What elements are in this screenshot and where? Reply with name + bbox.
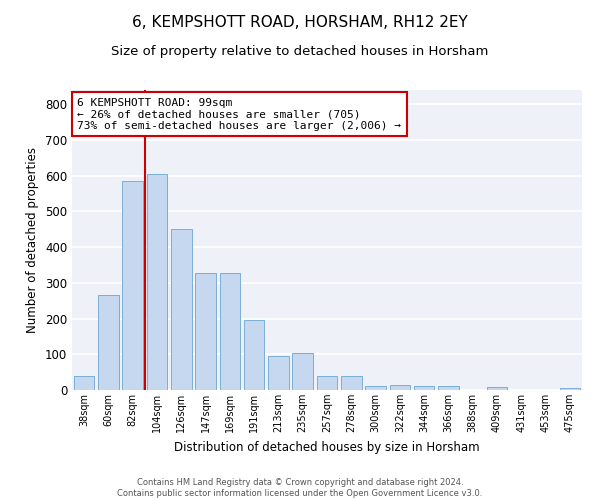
Text: Size of property relative to detached houses in Horsham: Size of property relative to detached ho… xyxy=(112,45,488,58)
Bar xyxy=(220,273,240,390)
Text: 6, KEMPSHOTT ROAD, HORSHAM, RH12 2EY: 6, KEMPSHOTT ROAD, HORSHAM, RH12 2EY xyxy=(132,15,468,30)
Bar xyxy=(438,386,459,390)
Bar xyxy=(414,386,434,390)
Bar xyxy=(74,376,94,390)
Bar xyxy=(122,181,143,390)
Bar xyxy=(389,386,410,390)
Bar xyxy=(268,356,289,390)
Bar xyxy=(317,376,337,390)
Bar xyxy=(171,230,191,390)
Bar xyxy=(292,353,313,390)
Bar xyxy=(195,273,216,390)
X-axis label: Distribution of detached houses by size in Horsham: Distribution of detached houses by size … xyxy=(174,440,480,454)
Text: 6 KEMPSHOTT ROAD: 99sqm
← 26% of detached houses are smaller (705)
73% of semi-d: 6 KEMPSHOTT ROAD: 99sqm ← 26% of detache… xyxy=(77,98,401,130)
Bar xyxy=(487,387,508,390)
Bar xyxy=(341,376,362,390)
Bar xyxy=(146,174,167,390)
Bar xyxy=(244,320,265,390)
Bar xyxy=(365,386,386,390)
Bar xyxy=(560,388,580,390)
Y-axis label: Number of detached properties: Number of detached properties xyxy=(26,147,40,333)
Bar xyxy=(98,296,119,390)
Text: Contains HM Land Registry data © Crown copyright and database right 2024.
Contai: Contains HM Land Registry data © Crown c… xyxy=(118,478,482,498)
